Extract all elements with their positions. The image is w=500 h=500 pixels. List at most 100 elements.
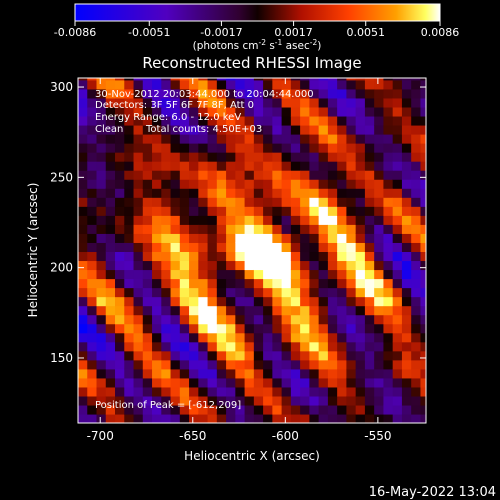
heatmap-cell bbox=[411, 269, 422, 280]
heatmap-cell bbox=[392, 359, 403, 370]
heatmap-cell bbox=[346, 206, 357, 216]
heatmap-cell bbox=[78, 88, 88, 99]
heatmap-cell bbox=[124, 287, 135, 298]
heatmap-cell bbox=[142, 413, 153, 423]
heatmap-cell bbox=[142, 97, 153, 108]
heatmap-cell bbox=[216, 287, 227, 298]
annotation-method: Clean bbox=[95, 124, 123, 135]
heatmap-cell bbox=[290, 404, 301, 415]
heatmap-cell bbox=[142, 404, 153, 415]
heatmap-cell bbox=[179, 404, 190, 415]
heatmap-cell bbox=[179, 97, 190, 108]
heatmap-cell bbox=[152, 188, 162, 198]
heatmap-cell bbox=[115, 296, 125, 307]
heatmap-cell bbox=[133, 179, 144, 189]
heatmap-cell bbox=[179, 368, 190, 379]
heatmap-cell bbox=[300, 224, 310, 234]
heatmap-cell bbox=[216, 152, 227, 162]
heatmap-cell bbox=[142, 206, 153, 216]
heatmap-cell bbox=[364, 269, 375, 280]
heatmap-cell bbox=[142, 170, 153, 180]
heatmap-cell bbox=[152, 152, 162, 162]
heatmap-cell bbox=[300, 170, 310, 180]
heatmap-cell bbox=[96, 341, 107, 352]
heatmap-cell bbox=[96, 332, 107, 343]
heatmap-cell bbox=[115, 314, 125, 325]
heatmap-cell bbox=[198, 224, 209, 234]
heatmap-cell bbox=[216, 305, 227, 316]
heatmap-cell bbox=[290, 133, 301, 144]
heatmap-cell bbox=[133, 242, 144, 253]
heatmap-cell bbox=[374, 179, 385, 189]
heatmap-cell bbox=[318, 377, 329, 388]
heatmap-cell bbox=[133, 215, 144, 225]
y-tick-label: 150 bbox=[50, 351, 73, 365]
heatmap-cell bbox=[96, 161, 107, 171]
heatmap-cell bbox=[216, 368, 227, 379]
heatmap-cell bbox=[411, 97, 422, 108]
heatmap-cell bbox=[78, 296, 88, 307]
heatmap-cell bbox=[281, 296, 292, 307]
heatmap-cell bbox=[327, 296, 338, 307]
heatmap-cell bbox=[244, 386, 255, 397]
heatmap-cell bbox=[364, 377, 375, 388]
heatmap-cell bbox=[309, 179, 320, 189]
heatmap-cell bbox=[179, 413, 190, 423]
heatmap-cell bbox=[115, 350, 125, 361]
heatmap-cell bbox=[198, 278, 209, 289]
heatmap-cell bbox=[226, 124, 236, 135]
heatmap-cell bbox=[115, 106, 125, 117]
heatmap-cell bbox=[411, 152, 422, 162]
heatmap-cell bbox=[355, 413, 366, 423]
heatmap-cell bbox=[235, 413, 246, 423]
heatmap-cell bbox=[170, 143, 181, 153]
heatmap-cell bbox=[142, 260, 153, 271]
heatmap-cell bbox=[105, 152, 116, 162]
heatmap-cell bbox=[364, 350, 375, 361]
heatmap-cell bbox=[244, 197, 255, 207]
heatmap-cell bbox=[355, 124, 366, 135]
heatmap-cell bbox=[226, 152, 236, 162]
heatmap-cell bbox=[161, 341, 172, 352]
heatmap-cell bbox=[364, 386, 375, 397]
heatmap-cell bbox=[337, 124, 348, 135]
heatmap-cell bbox=[105, 269, 116, 280]
heatmap-cell bbox=[161, 368, 172, 379]
heatmap-cell bbox=[115, 278, 125, 289]
heatmap-cell bbox=[411, 332, 422, 343]
heatmap-cell bbox=[96, 197, 107, 207]
heatmap-cell bbox=[96, 251, 107, 262]
heatmap-cell bbox=[392, 152, 403, 162]
heatmap-cell bbox=[87, 152, 98, 162]
heatmap-cell bbox=[244, 314, 255, 325]
heatmap-cell bbox=[420, 377, 426, 388]
heatmap-cell bbox=[337, 368, 348, 379]
heatmap-cell bbox=[78, 170, 88, 180]
heatmap-cell bbox=[189, 170, 199, 180]
heatmap-cell bbox=[152, 269, 162, 280]
heatmap-cell bbox=[133, 233, 144, 243]
heatmap-cell bbox=[189, 377, 199, 388]
heatmap-cell bbox=[346, 188, 357, 198]
heatmap-cell bbox=[383, 233, 394, 243]
heatmap-cell bbox=[290, 260, 301, 271]
heatmap-cell bbox=[78, 152, 88, 162]
heatmap-cell bbox=[96, 278, 107, 289]
heatmap-cell bbox=[346, 170, 357, 180]
heatmap-cell bbox=[244, 170, 255, 180]
heatmap-cell bbox=[170, 251, 181, 262]
heatmap-cell bbox=[124, 269, 135, 280]
heatmap-cell bbox=[263, 305, 273, 316]
heatmap-cell bbox=[263, 377, 273, 388]
heatmap-cell bbox=[300, 97, 310, 108]
heatmap-cell bbox=[235, 79, 246, 90]
heatmap-cell bbox=[364, 224, 375, 234]
heatmap-cell bbox=[383, 305, 394, 316]
heatmap-cell bbox=[364, 413, 375, 423]
heatmap-cell bbox=[401, 197, 412, 207]
heatmap-cell bbox=[374, 287, 385, 298]
heatmap-cell bbox=[78, 377, 88, 388]
heatmap-cell bbox=[383, 368, 394, 379]
heatmap-cell bbox=[272, 386, 283, 397]
heatmap-cell bbox=[142, 251, 153, 262]
